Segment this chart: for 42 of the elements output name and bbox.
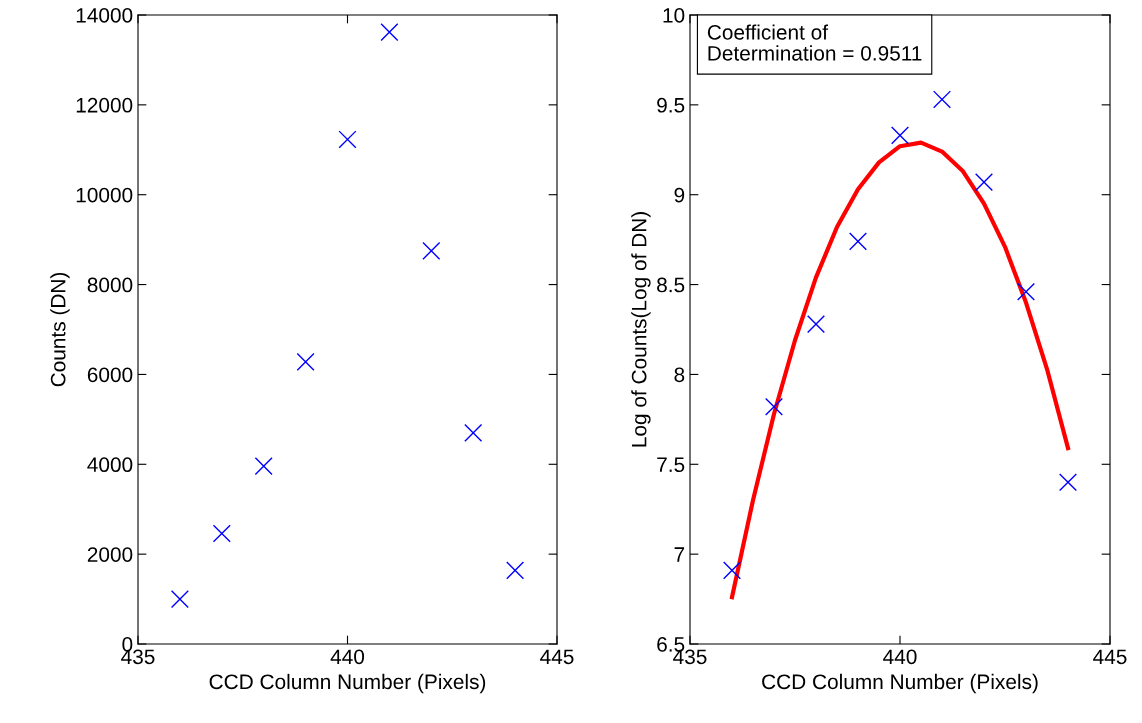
x-axis-title: CCD Column Number (Pixels) [209,673,486,694]
point [380,23,399,42]
point [974,173,994,192]
y-tick-label: 6000 [87,367,133,383]
y-tick-label: 8.5 [657,277,685,293]
point [848,232,868,251]
x-tick-label: 445 [540,649,574,665]
x-tick-label: 440 [330,649,365,665]
y-axis-title: Counts (DN) [50,272,70,387]
line-series [729,140,1071,600]
y-tick-label: 4000 [87,457,133,473]
y-tick-label: 10000 [76,187,133,203]
y-tick-label: 12000 [76,97,133,113]
y-axis-title: Log of Counts(Log of DN) [631,212,651,447]
point [506,561,525,580]
x-tick-label: 445 [1093,649,1127,665]
point [254,457,273,476]
y-tick-label: 7 [674,547,685,562]
y-tick-label: 10 [663,8,685,23]
y-tick-label: 2000 [87,547,133,562]
point [296,352,315,371]
point [806,315,826,334]
y-tick-label: 9.5 [657,97,685,113]
point [338,130,357,149]
point [722,561,742,580]
x-tick-label: 440 [883,649,917,665]
annotation: Coefficient of Determination = 0.9511 [707,24,922,61]
point [464,423,483,442]
point [212,524,231,543]
point [422,241,441,260]
y-tick-label: 9 [674,187,685,203]
point [170,590,189,609]
point [1016,282,1036,301]
y-tick-label: 8000 [87,277,133,293]
y-tick-label: 7.5 [657,457,685,473]
y-tick-label: 14000 [76,8,133,23]
y-tick-label: 8 [674,367,685,383]
x-axis-title: CCD Column Number (Pixels) [762,673,1038,694]
point [932,90,952,109]
point [890,126,910,145]
point [1058,473,1078,492]
point [764,397,784,416]
